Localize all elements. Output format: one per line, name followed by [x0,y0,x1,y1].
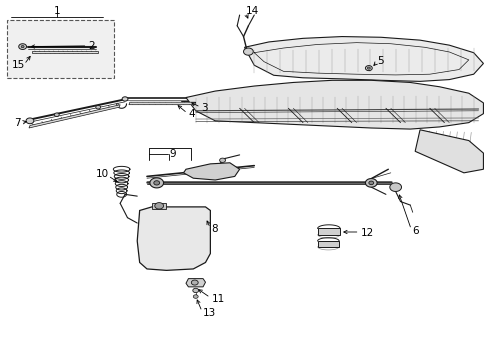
Polygon shape [191,280,198,285]
Polygon shape [365,179,376,187]
Text: 6: 6 [411,226,418,236]
Text: 10: 10 [96,168,109,179]
Text: 11: 11 [211,294,224,304]
Text: 3: 3 [201,103,208,113]
Text: 9: 9 [168,149,175,159]
Text: 8: 8 [211,225,218,234]
Polygon shape [122,97,128,101]
Polygon shape [154,181,159,185]
Bar [6,21,114,78]
Text: 13: 13 [203,308,216,318]
Polygon shape [19,44,26,49]
Polygon shape [150,178,163,188]
Polygon shape [219,158,225,162]
Polygon shape [244,37,483,81]
Text: 2: 2 [88,41,95,51]
Polygon shape [137,207,210,270]
Polygon shape [317,228,339,234]
Polygon shape [414,130,483,173]
Polygon shape [317,241,338,247]
Polygon shape [96,105,101,109]
Text: 12: 12 [360,228,373,238]
Polygon shape [243,48,253,55]
Polygon shape [21,45,24,48]
Text: 15: 15 [11,59,24,69]
Polygon shape [29,105,120,128]
Polygon shape [365,66,371,71]
Polygon shape [389,183,401,192]
Polygon shape [366,67,369,69]
Polygon shape [32,51,98,53]
Polygon shape [368,181,373,185]
Polygon shape [193,295,198,298]
Text: 7: 7 [14,118,21,128]
Polygon shape [185,279,205,287]
Polygon shape [26,118,34,124]
Polygon shape [129,102,195,105]
Polygon shape [155,203,163,209]
Text: 5: 5 [377,56,384,66]
Polygon shape [54,113,59,117]
Text: 14: 14 [245,6,259,17]
Polygon shape [192,288,198,293]
Polygon shape [183,163,239,180]
Text: 4: 4 [188,109,195,120]
Text: 1: 1 [53,6,60,16]
Polygon shape [185,80,483,129]
Polygon shape [152,203,166,209]
